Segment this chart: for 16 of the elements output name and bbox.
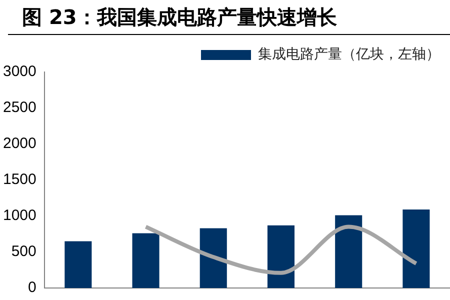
bar	[64, 241, 92, 288]
bar	[267, 225, 295, 288]
line-series	[144, 224, 418, 275]
bar	[132, 233, 160, 288]
chart-title: 图 23：我国集成电路产量快速增长	[8, 0, 450, 35]
bar	[335, 215, 362, 288]
y-tick-label: 0	[28, 279, 36, 296]
y-tick-label: 2000	[2, 135, 36, 152]
bar	[200, 228, 227, 288]
y-tick-label: 1000	[2, 207, 36, 224]
y-tick-label: 2500	[2, 99, 36, 116]
legend-label: 集成电路产量（亿块，左轴）	[258, 46, 440, 63]
bar	[402, 210, 430, 288]
y-tick-label: 1500	[2, 171, 36, 188]
y-tick-label: 3000	[2, 63, 36, 80]
y-tick-label: 500	[11, 243, 36, 260]
